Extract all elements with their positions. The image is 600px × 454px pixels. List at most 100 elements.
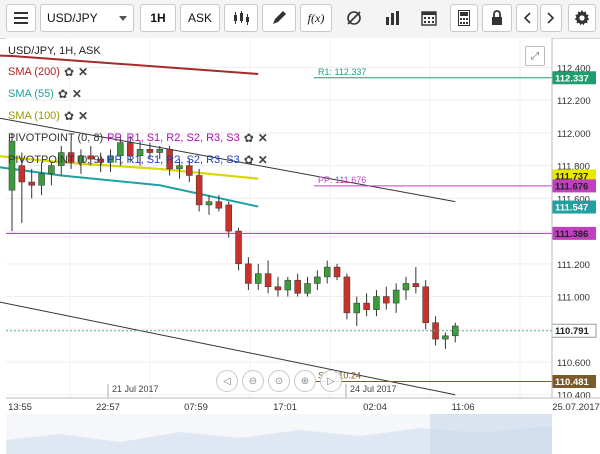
zoom-out-button[interactable]: ⊖ [242, 370, 264, 392]
calendar-button[interactable] [412, 4, 446, 32]
candle [402, 283, 410, 291]
draw-tool-button[interactable] [262, 4, 296, 32]
indicator-sma200[interactable]: SMA (200) ✿ ✕ [8, 64, 89, 79]
pivot-part-label: R1, [126, 154, 147, 166]
gear-icon[interactable]: ✿ [243, 130, 254, 145]
close-icon[interactable]: ✕ [257, 130, 268, 145]
price-tag: 110.791 [551, 323, 597, 338]
chart-type-button[interactable] [224, 4, 258, 32]
candle [146, 149, 154, 153]
indicators-button[interactable]: f(x) [300, 4, 332, 32]
indicator-label: SMA (200) [8, 66, 60, 78]
price-tag-label: 110.791 [555, 326, 590, 337]
pivot-parts: PP, R1, S1, R2, S2, R3, S3 [107, 132, 240, 144]
price-side-button[interactable]: ASK [180, 4, 220, 32]
lock-icon [492, 10, 502, 25]
indicator-sma55[interactable]: SMA (55) ✿ ✕ [8, 86, 82, 101]
price-tag-bg [552, 71, 596, 85]
interval-button[interactable]: 1H [140, 4, 176, 32]
calculator-button[interactable] [450, 4, 478, 32]
x-tick-label: 11:06 [451, 402, 474, 413]
candle [245, 263, 252, 284]
price-side-label: ASK [187, 11, 212, 25]
triangle-left-icon: ◁ [223, 375, 231, 387]
y-tick-label: 111.200 [557, 260, 590, 271]
candle [107, 155, 114, 163]
candle [442, 335, 449, 340]
symbol-label: USD/JPY [47, 11, 98, 25]
plot-area [6, 38, 552, 398]
price-tag-label: 111.737 [555, 171, 588, 182]
chevron-down-icon [119, 15, 127, 21]
sma200-line [0, 54, 259, 75]
calendar-icon [421, 11, 437, 26]
x-tick-label: 07:59 [184, 402, 208, 413]
r1-label: R1: 112.337 [318, 67, 366, 77]
candle [314, 276, 321, 284]
lock-button[interactable] [482, 4, 512, 32]
chevron-right-icon [547, 12, 555, 24]
pivot-part-label: PP, [107, 132, 127, 144]
scroll-left-button[interactable] [516, 4, 538, 32]
close-icon[interactable]: ✕ [71, 86, 82, 101]
indicator-label: PIVOTPOINT (0, 9) [8, 154, 104, 166]
price-tag-bg [552, 179, 596, 193]
price-tag-label: 111.547 [555, 203, 588, 214]
gear-icon[interactable]: ✿ [57, 86, 68, 101]
indicator-label: SMA (55) [8, 88, 54, 100]
nav-right-button[interactable]: ▷ [320, 370, 342, 392]
zoom-reset-button[interactable]: ⊙ [268, 370, 290, 392]
close-icon[interactable]: ✕ [78, 64, 89, 79]
menu-button[interactable] [6, 4, 36, 32]
y-tick-label: 112.200 [557, 96, 591, 107]
candle [412, 283, 420, 287]
indicator-pivot-08[interactable]: PIVOTPOINT (0, 8) PP, R1, S1, R2, S2, R3… [8, 130, 268, 145]
gear-icon[interactable]: ✿ [63, 64, 75, 79]
gear-icon[interactable]: ✿ [63, 108, 75, 123]
settings-button[interactable] [568, 4, 596, 32]
pivot-part-label: S1, [146, 132, 167, 144]
candle [166, 149, 173, 170]
date-marker: 24 Jul 2017 [350, 384, 397, 394]
symbol-selector[interactable]: USD/JPY [40, 4, 134, 32]
pivot-part-label: R3, [206, 132, 227, 144]
pivot-part-label: PP, [107, 154, 127, 166]
candle [186, 165, 193, 176]
scroll-right-button[interactable] [540, 4, 562, 32]
candle [67, 152, 75, 163]
pivot-parts: PP, R1, S1, R2, S2, R3, S3 [107, 154, 240, 166]
candle [205, 201, 213, 206]
hide-drawings-button[interactable] [336, 4, 372, 32]
nav-left-button[interactable]: ◁ [216, 370, 238, 392]
expand-button[interactable]: ⤢ [525, 46, 545, 66]
price-tag-bg [552, 226, 596, 240]
price-tag-label: 111.386 [555, 229, 588, 240]
sma100-line [0, 155, 259, 180]
candle [323, 266, 331, 278]
price-tag: 111.737 [552, 169, 596, 183]
x-tick-label: 13:55 [8, 402, 32, 413]
pp-label: PP: 111.676 [318, 175, 366, 185]
indicator-label: SMA (100) [8, 110, 60, 122]
indicator-sma100[interactable]: SMA (100) ✿ ✕ [8, 108, 89, 123]
zoom-in-button[interactable]: ⊕ [294, 370, 316, 392]
navigator-window[interactable] [430, 414, 552, 454]
candle [48, 165, 55, 175]
gear-icon[interactable]: ✿ [243, 152, 254, 167]
indicator-pivot-09[interactable]: PIVOTPOINT (0, 9) PP, R1, S1, R2, S2, R3… [8, 152, 268, 167]
price-tag: 111.676 [552, 179, 596, 193]
close-icon[interactable]: ✕ [78, 108, 89, 123]
volume-button[interactable] [378, 4, 408, 32]
y-tick-label: 111.800 [557, 162, 590, 173]
y-tick-label: 111.600 [557, 194, 590, 205]
price-tag-bg [552, 169, 596, 183]
candle [363, 302, 370, 310]
y-tick-label: 112.000 [557, 129, 591, 140]
grid [6, 38, 552, 398]
indicator-lines [0, 54, 456, 396]
close-icon[interactable]: ✕ [257, 152, 268, 167]
pivot-part-label: S3 [226, 154, 240, 166]
x-tick-label: 02:04 [363, 402, 387, 413]
